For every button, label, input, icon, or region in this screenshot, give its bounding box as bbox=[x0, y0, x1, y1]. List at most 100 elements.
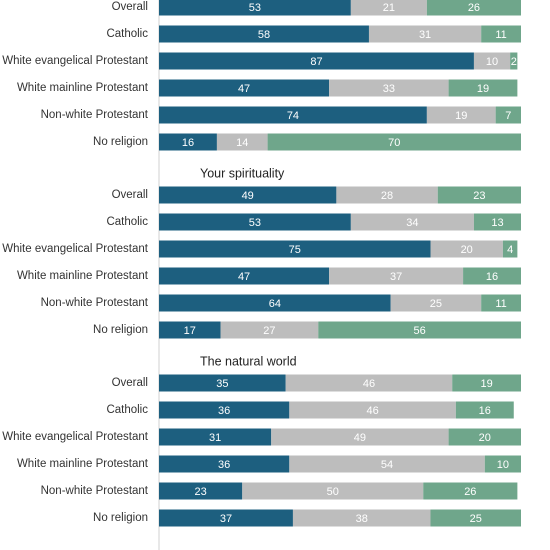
value-label: 10 bbox=[486, 56, 498, 68]
bar-segment bbox=[448, 428, 521, 446]
bar-segment bbox=[159, 321, 221, 339]
bar-segment bbox=[452, 374, 521, 392]
category-label: White mainline Protestant bbox=[17, 270, 149, 282]
bar-segment bbox=[350, 213, 474, 231]
bar-segment bbox=[502, 240, 518, 258]
category-label: Non-white Protestant bbox=[41, 297, 149, 309]
bar-segment bbox=[159, 52, 474, 70]
value-label: 23 bbox=[473, 190, 485, 202]
bar-segment bbox=[336, 186, 438, 204]
value-label: 11 bbox=[495, 298, 506, 310]
value-label: 28 bbox=[381, 190, 393, 202]
bar-segment bbox=[159, 401, 290, 419]
bar-segment bbox=[473, 52, 511, 70]
bar-segment bbox=[318, 321, 521, 339]
bar-segment bbox=[159, 79, 330, 97]
bar-segment bbox=[271, 428, 449, 446]
value-label: 74 bbox=[287, 110, 299, 122]
bar-segment bbox=[159, 455, 290, 473]
value-label: 46 bbox=[363, 378, 375, 390]
value-label: 20 bbox=[479, 432, 491, 444]
value-label: 75 bbox=[289, 244, 301, 256]
value-label: 53 bbox=[249, 217, 261, 229]
value-label: 26 bbox=[464, 486, 476, 498]
category-label: White mainline Protestant bbox=[17, 458, 149, 470]
value-label: 37 bbox=[390, 271, 402, 283]
value-label: 13 bbox=[491, 217, 503, 229]
bar-segment bbox=[423, 482, 518, 500]
bar-segment bbox=[390, 294, 482, 312]
bar-segment bbox=[159, 25, 369, 43]
value-label: 31 bbox=[419, 29, 431, 41]
value-label: 16 bbox=[479, 405, 491, 417]
bar-segment bbox=[481, 25, 521, 43]
value-label: 31 bbox=[209, 432, 221, 444]
bar-segment bbox=[463, 267, 521, 285]
category-label: Overall bbox=[112, 1, 148, 13]
bar-segment bbox=[159, 106, 427, 124]
value-label: 35 bbox=[216, 378, 228, 390]
category-label: White evangelical Protestant bbox=[2, 243, 149, 255]
bar-segment bbox=[473, 213, 521, 231]
value-label: 17 bbox=[184, 325, 196, 337]
category-label: Overall bbox=[112, 377, 148, 389]
value-label: 38 bbox=[356, 513, 368, 525]
value-label: 54 bbox=[381, 459, 393, 471]
value-label: 34 bbox=[406, 217, 418, 229]
value-label: 4 bbox=[507, 244, 513, 256]
bar-segment bbox=[430, 509, 521, 527]
value-label: 36 bbox=[218, 405, 230, 417]
value-label: 25 bbox=[470, 513, 482, 525]
value-label: 16 bbox=[486, 271, 498, 283]
bar-segment bbox=[329, 79, 449, 97]
value-label: 56 bbox=[414, 325, 426, 337]
value-label: 16 bbox=[182, 137, 194, 149]
category-label: White mainline Protestant bbox=[17, 82, 149, 94]
bar-segment bbox=[481, 294, 521, 312]
bar-segment bbox=[159, 482, 243, 500]
bar-segment bbox=[292, 509, 431, 527]
value-label: 47 bbox=[238, 83, 250, 95]
value-label: 10 bbox=[497, 459, 509, 471]
value-label: 21 bbox=[383, 2, 395, 14]
category-label: Overall bbox=[112, 189, 148, 201]
bar-segment bbox=[329, 267, 464, 285]
bar-segment bbox=[242, 482, 424, 500]
value-label: 36 bbox=[218, 459, 230, 471]
category-label: White evangelical Protestant bbox=[2, 55, 149, 67]
category-label: No religion bbox=[93, 324, 148, 336]
value-label: 7 bbox=[505, 110, 511, 122]
value-label: 11 bbox=[495, 29, 506, 41]
bar-segment bbox=[285, 374, 453, 392]
section-title: The natural world bbox=[200, 354, 297, 368]
bar-segment bbox=[484, 455, 521, 473]
value-label: 20 bbox=[461, 244, 473, 256]
category-label: Non-white Protestant bbox=[41, 485, 149, 497]
bar-segment bbox=[510, 52, 518, 70]
bar-segment bbox=[159, 374, 286, 392]
category-label: Catholic bbox=[106, 404, 148, 416]
value-label: 19 bbox=[455, 110, 467, 122]
bar-segment bbox=[159, 133, 217, 151]
value-label: 27 bbox=[263, 325, 275, 337]
value-label: 19 bbox=[480, 378, 492, 390]
bar-segment bbox=[448, 79, 518, 97]
bar-segment bbox=[159, 509, 293, 527]
bar-segment bbox=[437, 186, 521, 204]
value-label: 14 bbox=[236, 137, 248, 149]
bar-segment bbox=[159, 186, 337, 204]
value-label: 58 bbox=[258, 29, 270, 41]
bar-segment bbox=[159, 213, 351, 231]
value-label: 33 bbox=[383, 83, 395, 95]
bar-segment bbox=[289, 455, 485, 473]
bar-segment bbox=[495, 106, 521, 124]
bar-segment bbox=[289, 401, 456, 419]
bar-segment bbox=[426, 106, 496, 124]
bar-segment bbox=[159, 240, 431, 258]
value-label: 25 bbox=[430, 298, 442, 310]
value-label: 49 bbox=[242, 190, 254, 202]
bar-segment bbox=[455, 401, 514, 419]
category-label: White evangelical Protestant bbox=[2, 431, 149, 443]
